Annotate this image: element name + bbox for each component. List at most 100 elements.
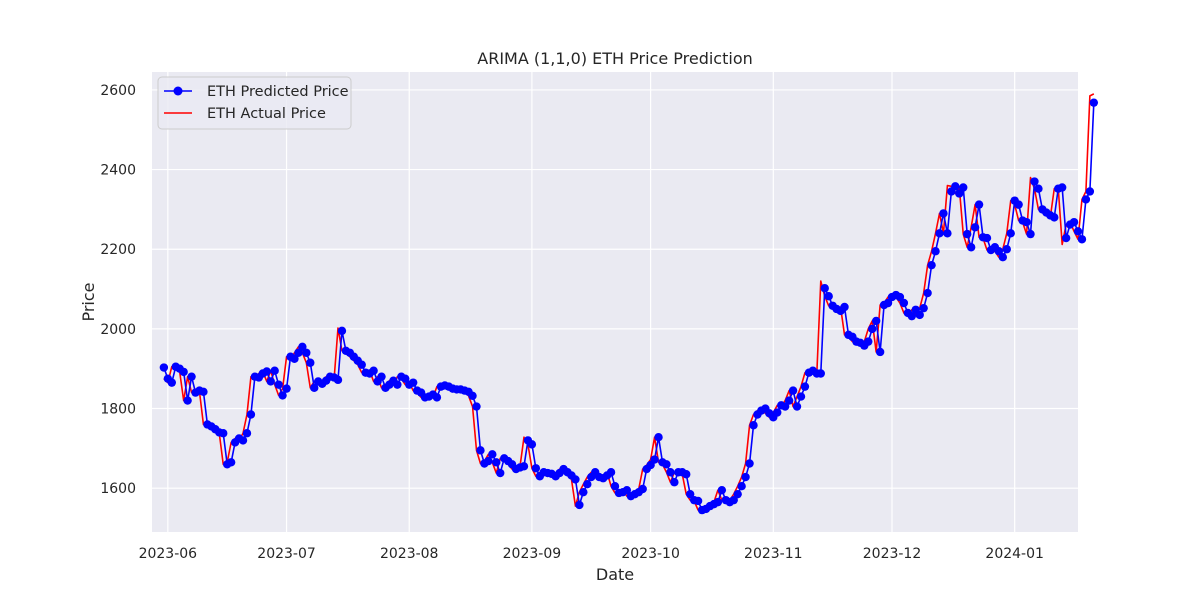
predicted-price-point [883,298,893,308]
predicted-price-point [737,482,746,491]
predicted-price-point [959,183,968,192]
predicted-price-point [951,182,960,191]
predicted-price-point [693,496,703,506]
predicted-price-point [274,380,283,389]
predicted-price-point [306,358,315,367]
predicted-price-point [527,440,537,449]
predicted-price-point [1034,184,1043,193]
predicted-price-point [955,189,964,198]
predicted-price-point [290,354,299,363]
predicted-price-point [492,458,501,467]
predicted-price-point [919,303,928,313]
predicted-price-point [333,375,343,385]
predicted-price-point [899,298,909,308]
predicted-price-point [1006,229,1015,238]
predicted-price-point [199,387,208,397]
predicted-price-point [733,489,742,499]
predicted-price-point [408,378,418,387]
predicted-price-point [784,396,794,405]
predicted-price-point [583,480,592,489]
predicted-price-point [1061,233,1071,243]
predicted-price-point [994,247,1004,256]
predicted-price-point [606,468,616,477]
predicted-price-point [963,229,972,239]
predicted-price-point [685,489,695,499]
legend-box [157,76,352,130]
predicted-price-point [638,484,647,494]
predicted-price-point [432,393,442,402]
predicted-price-point [401,374,410,383]
predicted-price-point [1057,183,1067,192]
predicted-price-point [741,472,750,482]
predicted-price-point [531,464,541,473]
predicted-price-point [868,324,877,334]
predicted-price-point [943,229,952,238]
y-tick-label: 2000 [100,322,136,338]
predicted-price-point [970,223,980,232]
predicted-price-point [357,360,366,369]
predicted-price-point [302,348,311,357]
predicted-price-point [266,377,275,386]
legend: ETH Predicted Price ETH Actual Price [157,76,352,130]
predicted-price-point [262,367,271,376]
series-predicted [159,98,1099,515]
predicted-price-point [294,348,303,357]
predicted-price-point [745,459,754,468]
predicted-price-point [796,392,806,401]
predicted-price-point [622,485,632,495]
x-tick-label: 2023-10 [621,546,680,562]
predicted-price-point [187,372,196,381]
predicted-price-point [571,475,580,484]
predicted-price-point [915,310,924,320]
predicted-price-point [1069,217,1079,227]
y-tick-label: 2600 [100,83,136,99]
legend-predicted-marker [173,86,183,96]
predicted-price-point [966,243,976,252]
predicted-price-point [662,460,671,469]
predicted-price-point [907,311,916,321]
ticks: 1600 1800 2000 2200 2400 2600 2023-06 2023-07 20… [100,83,1044,562]
predicted-price-point [875,347,885,357]
predicted-price-point [816,369,825,378]
predicted-price-point [1030,177,1039,186]
predicted-price-point [927,260,936,270]
y-tick-label: 1800 [100,402,136,418]
predicted-price-point [179,367,188,377]
y-tick-label: 2200 [100,242,136,258]
y-tick-label: 2400 [100,163,136,179]
predicted-price-point [472,402,481,411]
predicted-price-point [270,366,279,375]
predicted-price-point [749,421,758,430]
predicted-price-point [931,247,940,256]
predicted-price-point [864,337,873,346]
predicted-price-point [717,485,727,495]
predicted-price-point [488,450,497,459]
predicted-price-point [824,292,833,301]
predicted-price-point [369,366,378,375]
predicted-price-point [1089,98,1099,107]
predicted-price-point [840,302,849,312]
predicted-price-point [226,458,236,467]
predicted-price-point [610,482,620,491]
predicted-price-point [1085,187,1095,196]
predicted-price-point [1014,200,1023,209]
predicted-price-point [468,391,477,400]
predicted-price-point [519,462,529,471]
predicted-price-point [1022,217,1031,227]
predicted-price-point [654,433,663,442]
predicted-price-point [670,478,679,487]
predicted-price-point [167,378,176,387]
predicted-price-point [246,410,256,419]
x-tick-label: 2023-07 [257,546,316,562]
x-tick-label: 2023-06 [139,546,198,562]
predicted-price-point [1050,213,1059,222]
predicted-price-point [939,209,948,218]
predicted-price-point [1077,235,1087,244]
predicted-price-point [484,456,493,466]
predicted-price-point [800,382,810,391]
x-tick-label: 2023-09 [503,546,562,562]
chart-title: ARIMA (1,1,0) ETH Price Prediction [477,49,753,68]
predicted-price-point [773,408,782,417]
x-axis-label: Date [596,565,634,584]
y-tick-label: 1600 [100,481,136,497]
